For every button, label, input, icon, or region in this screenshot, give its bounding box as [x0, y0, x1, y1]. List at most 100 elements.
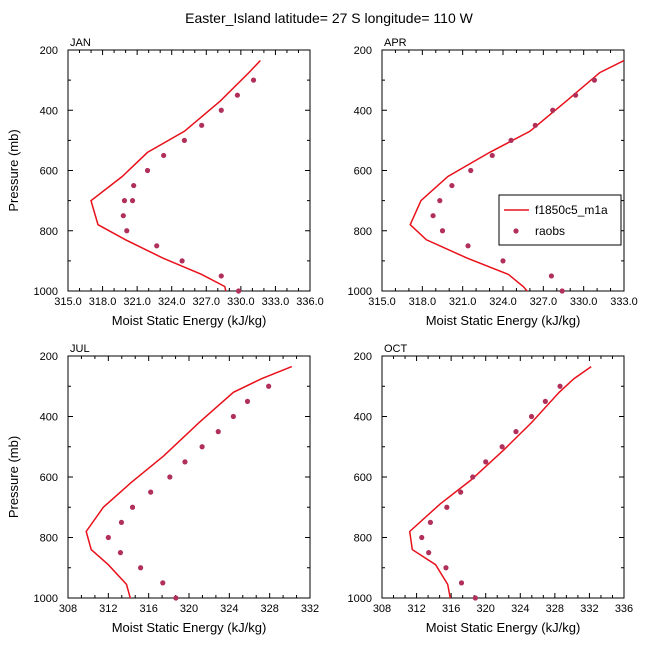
x-tick-label: 330.0 [227, 296, 255, 308]
raobs-point [120, 213, 126, 219]
raobs-point [144, 167, 151, 174]
x-axis-label: Moist Static Energy (kJ/kg) [426, 313, 581, 328]
raobs-point [148, 489, 154, 495]
raobs-point [548, 273, 555, 279]
x-axis-label: Moist Static Energy (kJ/kg) [426, 620, 581, 635]
x-tick-label: 336 [615, 603, 633, 615]
raobs-point [235, 288, 242, 294]
x-tick-label: 327.0 [530, 296, 558, 308]
x-tick-label: 332 [580, 603, 598, 615]
raobs-point [266, 383, 272, 389]
panel-jan: JAN 315.0 318.0 321.0 324.0 327.0 330.0 333.0 33… [6, 37, 324, 328]
y-tick-label: 1000 [34, 593, 58, 605]
y-tick-label: 200 [354, 351, 372, 363]
y-tick-label: 200 [40, 45, 58, 57]
raobs-point [472, 595, 478, 601]
x-tick-label: 308 [59, 603, 77, 615]
raobs-point [439, 228, 446, 234]
legend-model-label: f1850c5_m1a [535, 203, 608, 217]
raobs-point [483, 459, 489, 465]
x-tick-label: 308 [373, 603, 391, 615]
raobs-point [124, 228, 130, 234]
plot-frame [381, 355, 625, 599]
raobs-point [250, 77, 257, 83]
x-tick-label: 320 [477, 603, 495, 615]
raobs-point [513, 429, 519, 435]
y-tick-label: 800 [40, 533, 58, 545]
raobs-point [181, 137, 187, 143]
raobs-point [161, 152, 167, 159]
y-tick-label: 200 [354, 45, 372, 57]
raobs-point [218, 273, 224, 279]
raobs-point [230, 413, 236, 420]
series-model-line [409, 59, 624, 291]
x-axis-label: Moist Static Energy (kJ/kg) [112, 313, 267, 328]
legend-raobs-swatch [513, 228, 519, 234]
raobs-point [465, 243, 471, 249]
x-axis-label: Moist Static Energy (kJ/kg) [112, 620, 267, 635]
y-tick-label: 800 [354, 226, 372, 238]
raobs-point [244, 398, 251, 404]
raobs-point [468, 167, 474, 174]
raobs-point [559, 288, 565, 294]
raobs-point [131, 182, 137, 189]
plot-frame [67, 49, 311, 292]
raobs-point [129, 198, 136, 204]
raobs-point [489, 152, 495, 159]
x-tick-label: 321.0 [449, 296, 477, 308]
raobs-point [160, 580, 166, 586]
raobs-point [199, 122, 205, 128]
x-tick-label: 324.0 [489, 296, 517, 308]
x-tick-label: 312 [407, 603, 425, 615]
raobs-point [121, 198, 128, 204]
raobs-point [129, 504, 136, 510]
plot-frame [381, 49, 625, 292]
y-tick-label: 400 [40, 412, 58, 424]
raobs-point [419, 534, 425, 541]
raobs-point [167, 474, 173, 480]
raobs-point [458, 580, 465, 586]
raobs-point [118, 519, 125, 525]
raobs-point [117, 550, 124, 556]
raobs-point [173, 595, 179, 601]
raobs-point [138, 565, 144, 571]
x-tick-label: 328 [546, 603, 564, 615]
x-tick-label: 327.0 [193, 296, 221, 308]
series-model-line [85, 365, 293, 598]
x-tick-label: 324 [511, 603, 529, 615]
series-model-line [408, 365, 592, 598]
raobs-point [443, 565, 449, 571]
raobs-point [179, 258, 185, 264]
x-tick-label: 318.0 [89, 296, 117, 308]
raobs-point [444, 504, 450, 510]
raobs-point [458, 489, 464, 495]
raobs-point [550, 107, 556, 113]
raobs-point [449, 182, 455, 189]
x-tick-label: 315.0 [368, 296, 396, 308]
x-tick-label: 330.0 [570, 296, 598, 308]
raobs-point [218, 107, 224, 113]
y-axis-label: Pressure (mb) [6, 129, 21, 211]
y-tick-label: 600 [354, 472, 372, 484]
y-tick-label: 600 [40, 472, 58, 484]
y-tick-label: 1000 [34, 286, 58, 298]
y-tick-label: 600 [354, 166, 372, 178]
figure-title: Easter_Island latitude= 27 S longitude= … [185, 10, 473, 26]
y-tick-label: 1000 [348, 286, 372, 298]
legend-box [498, 194, 622, 246]
raobs-point [234, 92, 240, 98]
legend-raobs-label: raobs [535, 224, 565, 238]
raobs-point [426, 550, 432, 556]
panel-label: OCT [384, 343, 408, 355]
raobs-point [427, 519, 433, 525]
y-tick-label: 800 [40, 226, 58, 238]
raobs-point [557, 383, 563, 389]
panel-jul: JUL 308 312 316 320 324 328 332 200 400 600 800 1000… [6, 343, 319, 635]
panel-label: APR [384, 37, 407, 49]
y-tick-label: 400 [40, 105, 58, 117]
raobs-point [508, 137, 514, 143]
panel-oct: OCT 308 312 316 320 324 328 332 336 200 400 600 800 1… [348, 343, 634, 635]
raobs-point [199, 444, 205, 450]
raobs-point [215, 429, 221, 435]
